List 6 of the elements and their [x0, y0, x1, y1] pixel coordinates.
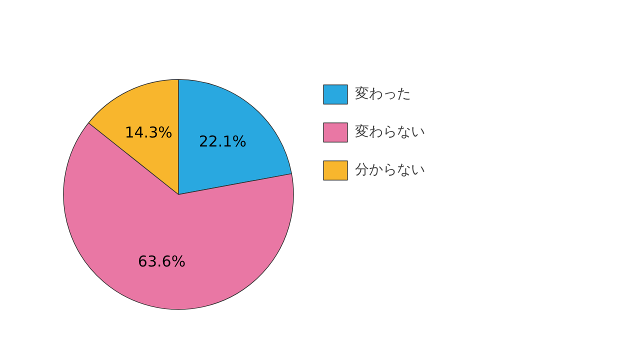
data-label: 14.3% — [124, 123, 172, 142]
data-label: 63.6% — [138, 252, 186, 270]
legend-label: 分からない — [355, 161, 425, 179]
data-label: 22.1% — [198, 132, 246, 150]
legend-label: 変わらない — [355, 123, 425, 141]
legend-label: 変わった — [355, 85, 411, 103]
